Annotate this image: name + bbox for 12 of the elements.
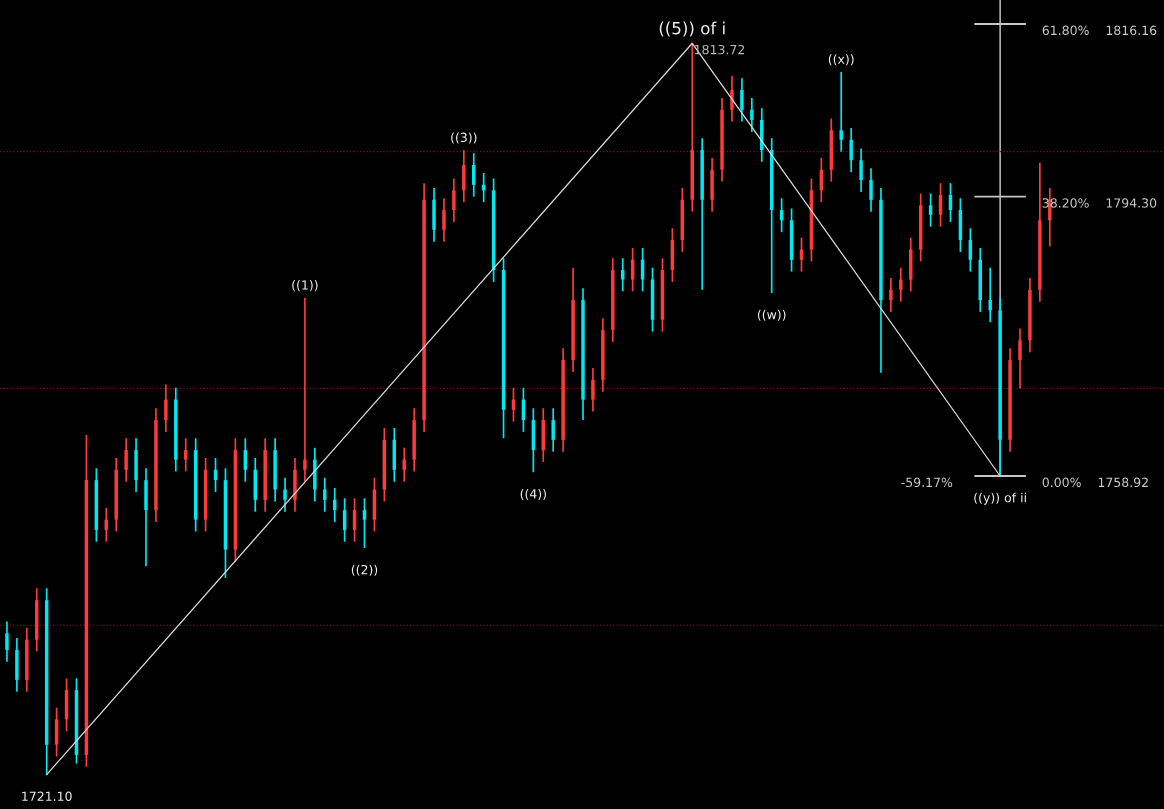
annotation: ((2)) <box>351 564 378 576</box>
annotation: 1721.10 <box>22 791 72 801</box>
annotation: ((x)) <box>828 54 854 66</box>
annotation: -59.17% <box>901 477 953 488</box>
annotation: ((3)) <box>451 132 477 144</box>
annotation: ((5)) of i <box>659 21 725 37</box>
ref-line-label: 0.00% 1758.92 <box>1042 477 1148 488</box>
annotation: ((1)) <box>292 280 318 292</box>
annotation: ((w)) <box>757 309 786 321</box>
annotation: ((y)) of ii <box>974 492 1026 505</box>
annotation: ((4)) <box>520 488 546 501</box>
ref-line-label: 61.80% 1816.16 <box>1042 25 1157 36</box>
